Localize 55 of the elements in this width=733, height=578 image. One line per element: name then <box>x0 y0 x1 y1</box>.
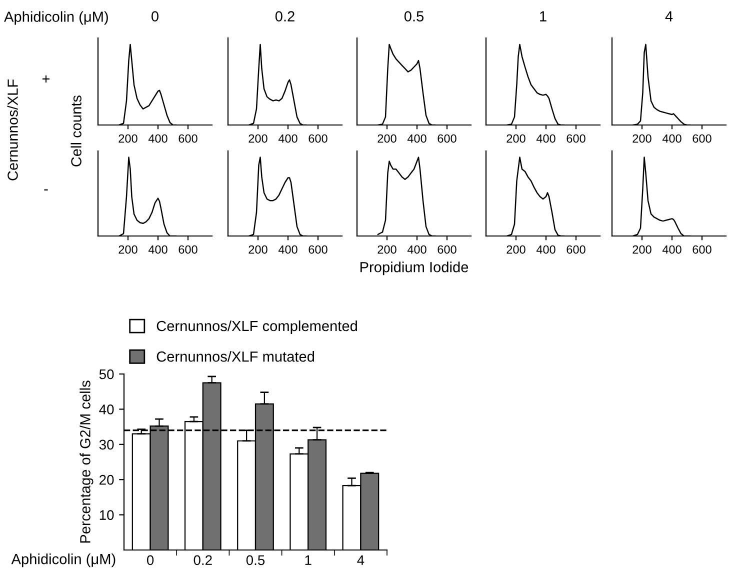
chart-title: 4 <box>665 11 673 22</box>
x-tick-label: 200 <box>118 245 138 254</box>
x-tick-label: 400 <box>278 134 298 143</box>
x-tick-label: 600 <box>692 134 712 143</box>
x-axis-title: Aphidicolin (μM) <box>11 554 116 568</box>
x-tick-label: 200 <box>248 245 268 254</box>
legend-label: Cernunnos/XLF complemented <box>156 320 357 334</box>
chart-title: 0.5 <box>404 11 424 22</box>
x-tick-label: 600 <box>438 134 456 143</box>
text: Aphidicolin (μM) <box>4 11 108 25</box>
x-tick-label: 400 <box>662 245 682 254</box>
y-axis-title: Percentage of G2/M cells <box>80 380 94 543</box>
y-tick-label: 20 <box>100 474 114 485</box>
x-tick-label: 400 <box>407 245 426 254</box>
x-tick-label: 200 <box>378 245 396 254</box>
y-tick-label: 10 <box>100 510 114 520</box>
x-axis-title: Propidium Iodide <box>360 262 468 276</box>
x-tick-label: 400 <box>148 245 168 254</box>
x-tick-label: 400 <box>536 134 556 143</box>
x-tick-label: 600 <box>308 245 328 254</box>
x-tick-label: 200 <box>632 134 652 143</box>
x-tick-label: 600 <box>308 134 328 143</box>
x-tick-label: 400 <box>148 134 168 143</box>
x-tick-label: 400 <box>536 245 556 254</box>
x-tick-label: 600 <box>566 245 586 254</box>
x-tick-label: 400 <box>278 245 298 254</box>
chart-title: 0 <box>152 11 158 22</box>
y-tick-label: 30 <box>99 440 114 450</box>
chart-title: 0.2 <box>275 11 294 22</box>
x-tick-label: 0.2 <box>194 555 212 566</box>
x-tick-label: 600 <box>692 245 712 254</box>
y-axis-title: Cell counts <box>70 96 82 166</box>
x-tick-label: 200 <box>378 134 396 143</box>
x-tick-label: 600 <box>566 134 586 143</box>
text: Cernunnos/XLF <box>7 80 18 180</box>
x-tick-label: 200 <box>506 134 526 143</box>
x-tick-label: 0 <box>146 555 154 566</box>
x-tick-label: 400 <box>407 134 426 143</box>
text: + <box>42 75 50 82</box>
x-tick-label: 4 <box>357 555 364 565</box>
x-tick-label: 200 <box>506 245 526 254</box>
chart-title: 1 <box>540 11 546 22</box>
x-tick-label: 200 <box>632 245 652 254</box>
x-tick-label: 600 <box>438 245 456 254</box>
x-tick-label: 200 <box>118 134 138 143</box>
legend-label: Cernunnos/XLF mutated <box>156 351 314 362</box>
y-tick-label: 40 <box>99 404 114 414</box>
text: - <box>44 189 48 190</box>
x-tick-label: 0.5 <box>246 555 265 566</box>
x-tick-label: 1 <box>305 555 312 565</box>
x-tick-label: 600 <box>178 134 198 143</box>
x-tick-label: 400 <box>662 134 682 143</box>
y-tick-label: 50 <box>99 369 114 380</box>
x-tick-label: 200 <box>248 134 268 143</box>
x-tick-label: 600 <box>178 245 198 254</box>
